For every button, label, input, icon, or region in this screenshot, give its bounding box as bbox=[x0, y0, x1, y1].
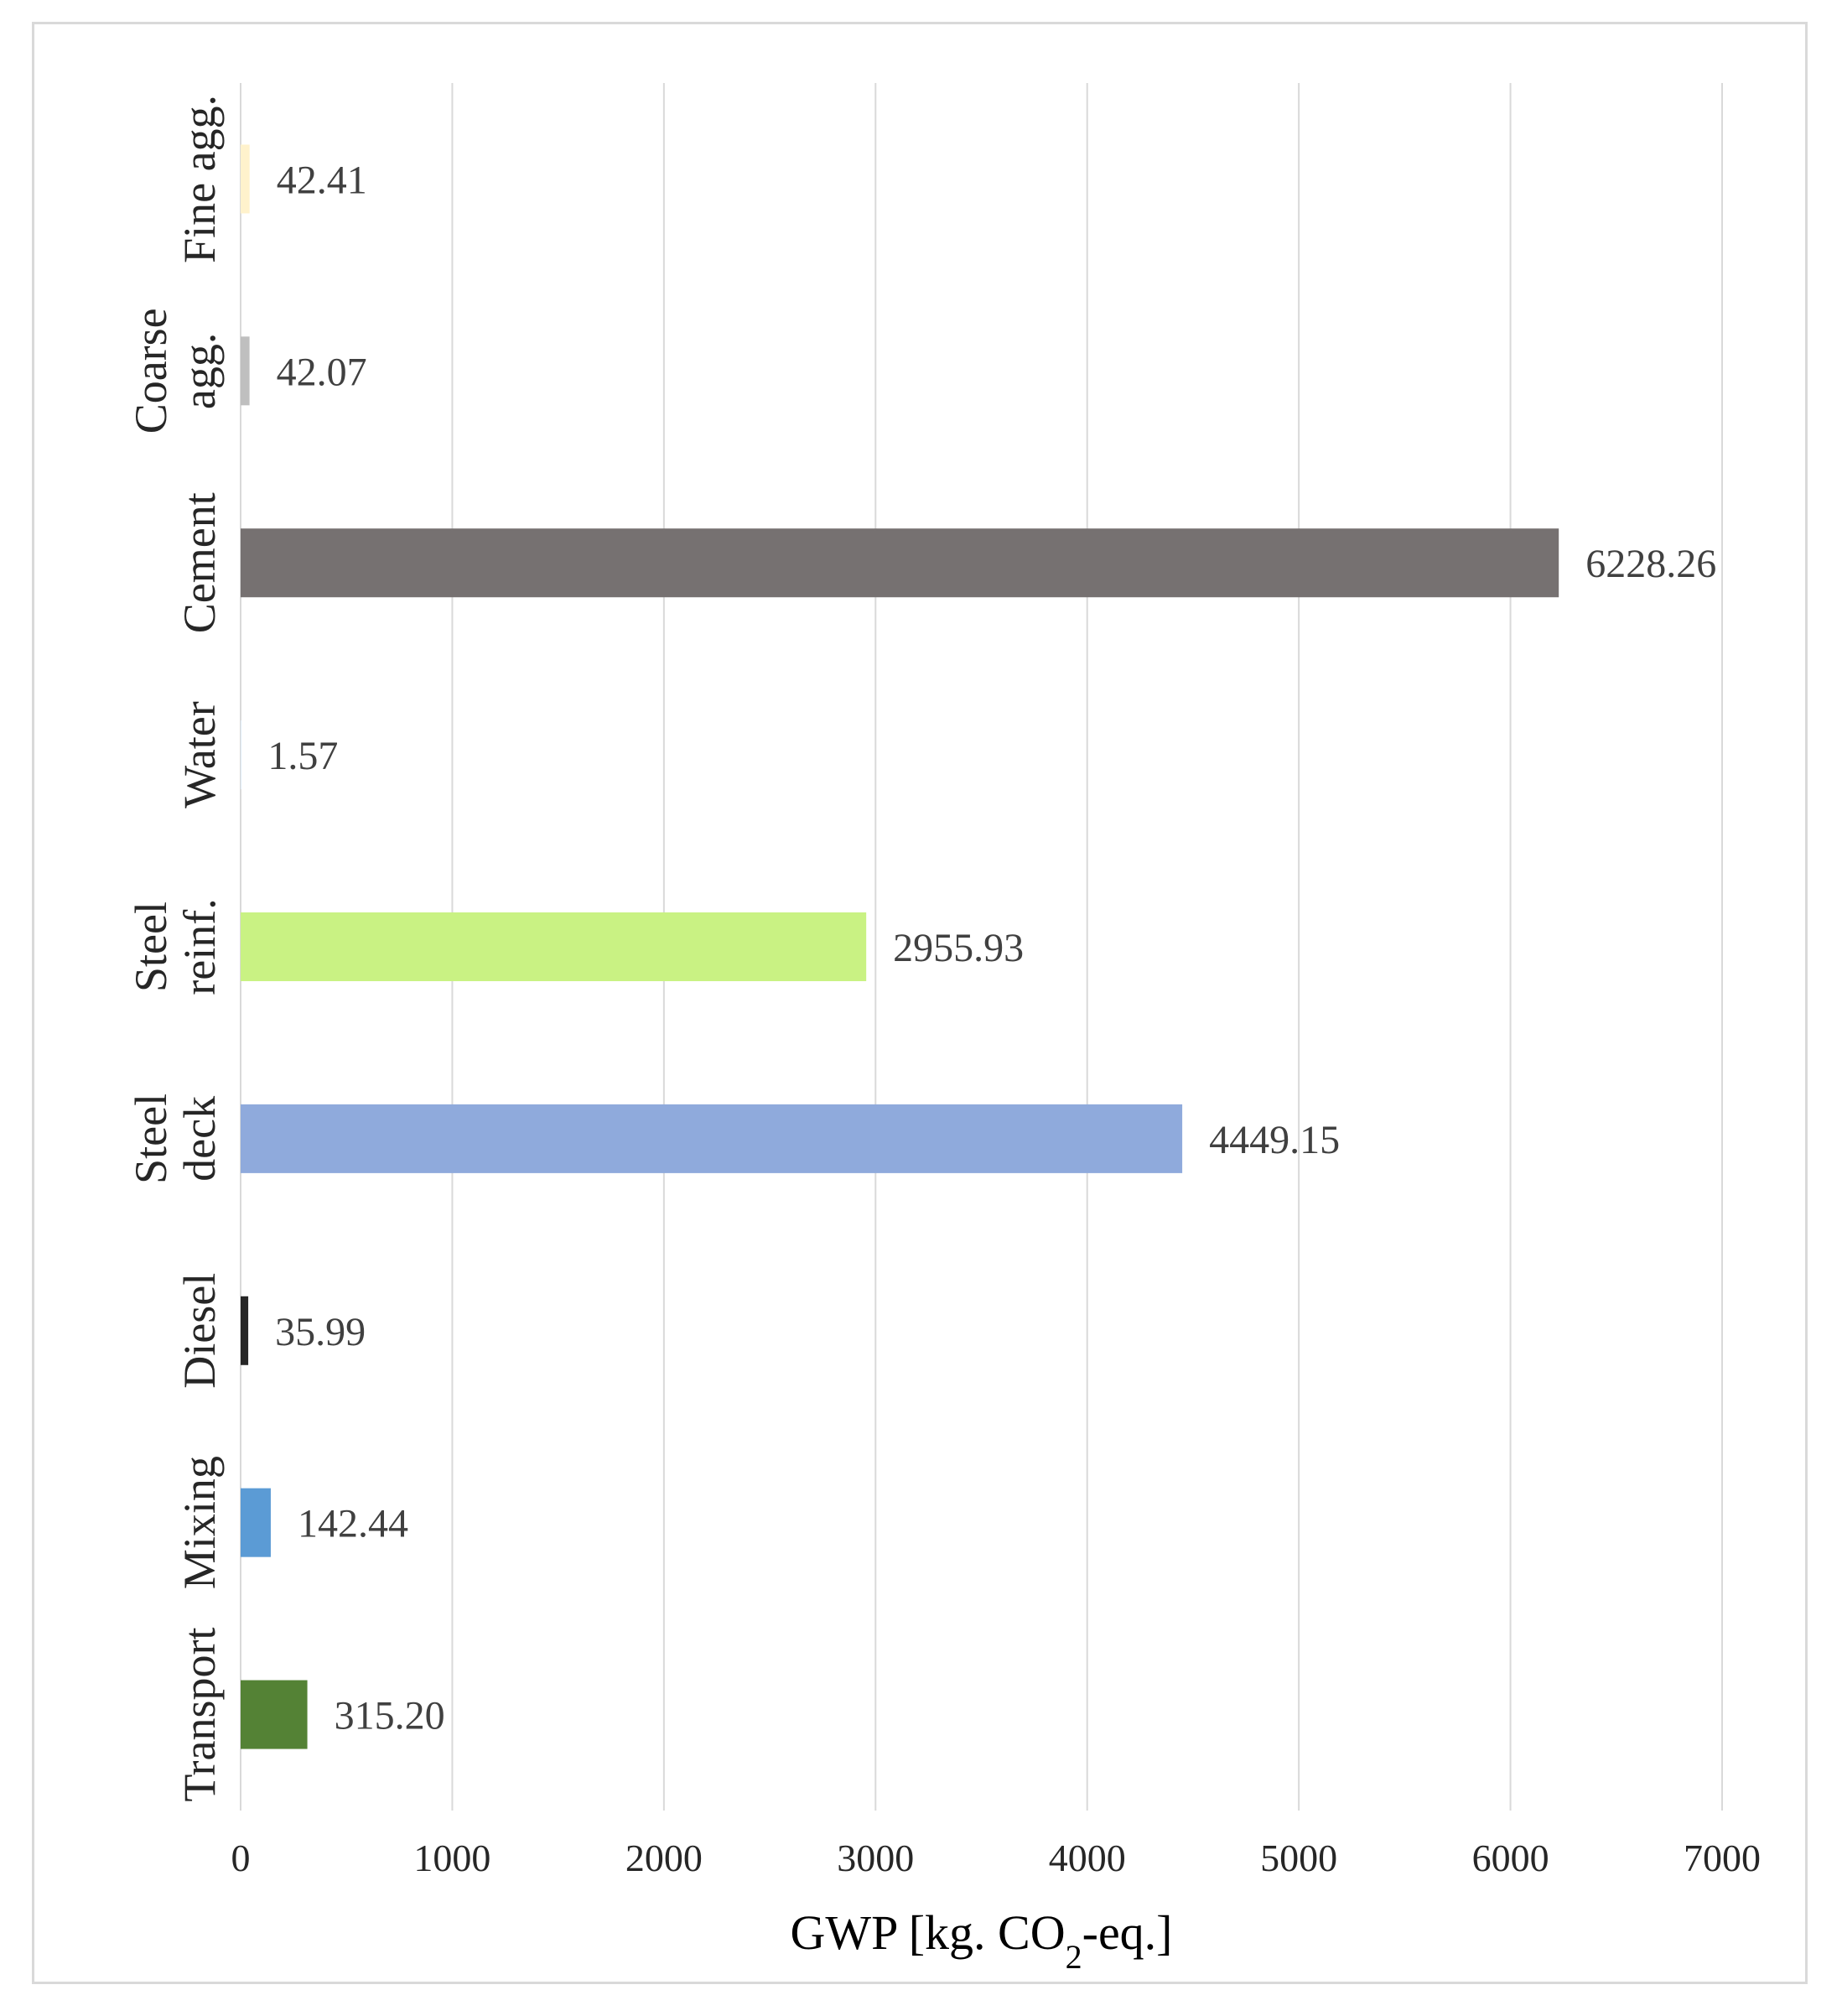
gwp-bar-chart: 42.41 42.07 6228.26 1.57 2955.93 4449.15 35.99… bbox=[126, 83, 1762, 1976]
category-label-line: Transport bbox=[174, 1628, 225, 1802]
value-label-coarse-agg: 42.07 bbox=[277, 350, 367, 394]
value-label-diesel: 35.99 bbox=[275, 1310, 366, 1354]
category-label-transport: Transport bbox=[174, 1628, 225, 1802]
x-tick-labels: 0 1000 2000 3000 4000 5000 6000 7000 bbox=[231, 1837, 1762, 1879]
category-label-fine-agg: Fine agg. bbox=[174, 95, 225, 263]
category-label-line: reinf. bbox=[174, 898, 225, 995]
category-label-line: agg. bbox=[174, 333, 225, 409]
value-label-steel-deck: 4449.15 bbox=[1209, 1118, 1340, 1162]
category-label-water: Water bbox=[174, 701, 225, 808]
category-label-steel-reinf: Steelreinf. bbox=[126, 898, 225, 995]
x-tick-label-2000: 2000 bbox=[625, 1837, 703, 1879]
category-label-line: Steel bbox=[126, 1094, 176, 1184]
bar-mixing bbox=[241, 1488, 271, 1557]
bar-fine-agg bbox=[241, 144, 250, 214]
category-label-line: Water bbox=[174, 701, 225, 808]
bar-diesel bbox=[241, 1296, 249, 1365]
bar-cement bbox=[241, 528, 1559, 598]
x-tick-label-7000: 7000 bbox=[1684, 1837, 1761, 1879]
x-tick-label-6000: 6000 bbox=[1472, 1837, 1549, 1879]
category-label-cement: Cement bbox=[174, 492, 225, 633]
category-label-line: Fine agg. bbox=[174, 95, 225, 263]
x-tick-label-1000: 1000 bbox=[413, 1837, 490, 1879]
value-label-cement: 6228.26 bbox=[1585, 542, 1716, 586]
category-label-line: deck bbox=[174, 1096, 225, 1182]
category-label-steel-deck: Steeldeck bbox=[126, 1094, 225, 1184]
x-axis-title-main: GWP [kg. CO bbox=[791, 1905, 1066, 1960]
bar-coarse-agg bbox=[241, 336, 250, 406]
bar-transport bbox=[241, 1680, 308, 1749]
x-tick-label-0: 0 bbox=[231, 1837, 251, 1879]
category-label-line: Cement bbox=[174, 492, 225, 633]
x-axis-title: GWP [kg. CO2-eq.] bbox=[791, 1905, 1173, 1976]
x-tick-label-5000: 5000 bbox=[1260, 1837, 1337, 1879]
bar-steel-deck bbox=[241, 1104, 1183, 1173]
bar-steel-reinf bbox=[241, 912, 867, 981]
chart-frame: 42.41 42.07 6228.26 1.57 2955.93 4449.15 35.99… bbox=[32, 22, 1808, 1984]
category-labels: Fine agg.Coarseagg.CementWaterSteelreinf… bbox=[126, 95, 225, 1802]
x-axis-title-tail: -eq.] bbox=[1082, 1905, 1173, 1960]
bars bbox=[241, 144, 1559, 1749]
x-tick-label-3000: 3000 bbox=[837, 1837, 914, 1879]
value-label-steel-reinf: 2955.93 bbox=[893, 926, 1024, 970]
category-label-line: Steel bbox=[126, 901, 176, 992]
value-label-water: 1.57 bbox=[267, 734, 338, 778]
x-axis-title-subscript: 2 bbox=[1066, 1938, 1082, 1976]
value-label-transport: 315.20 bbox=[335, 1694, 445, 1738]
category-label-diesel: Diesel bbox=[174, 1273, 225, 1389]
category-label-coarse-agg: Coarseagg. bbox=[126, 308, 225, 434]
category-label-line: Mixing bbox=[174, 1456, 225, 1589]
category-label-line: Coarse bbox=[126, 308, 176, 434]
category-label-line: Diesel bbox=[174, 1273, 225, 1389]
value-label-mixing: 142.44 bbox=[298, 1502, 408, 1546]
x-tick-label-4000: 4000 bbox=[1049, 1837, 1126, 1879]
value-labels: 42.41 42.07 6228.26 1.57 2955.93 4449.15 35.99… bbox=[267, 158, 1716, 1738]
category-label-mixing: Mixing bbox=[174, 1456, 225, 1589]
value-label-fine-agg: 42.41 bbox=[277, 158, 367, 202]
